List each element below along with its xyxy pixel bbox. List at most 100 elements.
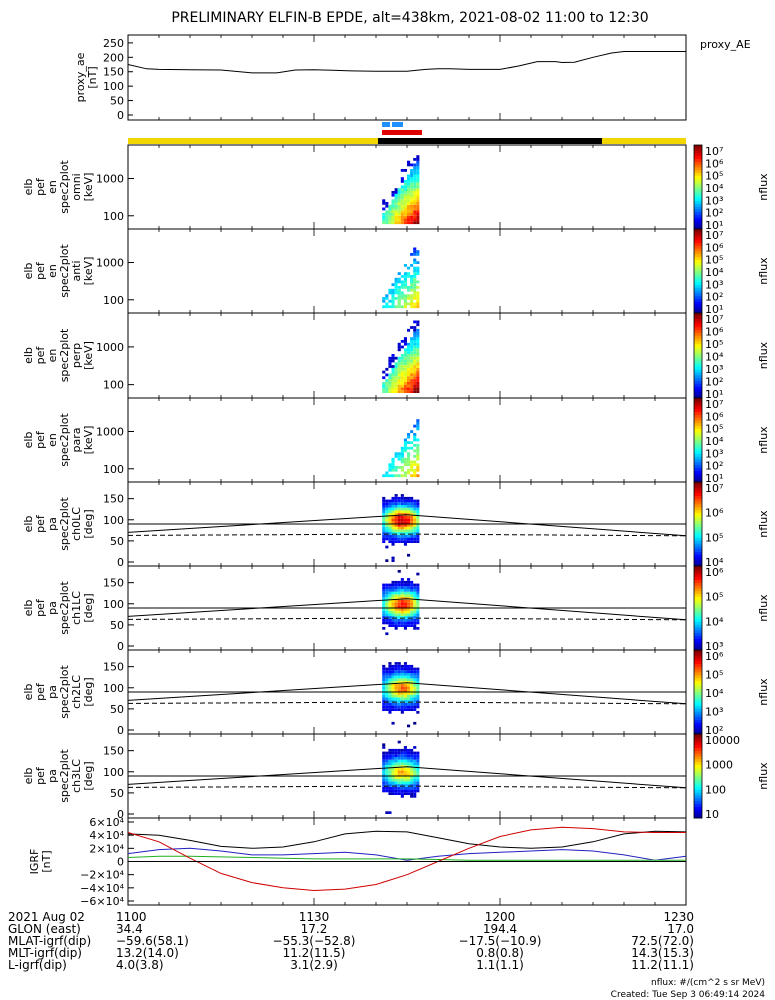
spectrogram-pixel bbox=[410, 299, 414, 303]
spectrogram-pixel bbox=[416, 196, 420, 200]
spectrogram-pixel bbox=[410, 191, 414, 194]
spectrogram-pixel bbox=[391, 207, 395, 211]
spectrogram-pixel bbox=[400, 532, 404, 535]
colorbar-tick-label: 10⁴ bbox=[705, 266, 724, 279]
spectrogram-pixel bbox=[394, 532, 398, 535]
spectrogram-pixel bbox=[407, 381, 411, 385]
spectrogram-pixel bbox=[403, 444, 407, 447]
spectrogram-pixel bbox=[391, 466, 395, 469]
spectrogram-pixel bbox=[391, 616, 395, 619]
spectrogram-pixel bbox=[400, 586, 404, 589]
spectrogram-pixel bbox=[416, 191, 420, 194]
colorbar-segment bbox=[694, 215, 702, 219]
ephemeris-value: 1130 bbox=[299, 910, 330, 924]
spectrogram-pixel bbox=[407, 532, 411, 535]
spectrogram-pixel bbox=[397, 191, 401, 194]
panel-anti: 1000100elbpefenspec2plotanti[keV]10⁷10⁶1… bbox=[22, 228, 770, 316]
spectrogram-pixel bbox=[410, 342, 414, 346]
colorbar-segment bbox=[694, 332, 702, 337]
spectrogram-pixel bbox=[407, 624, 411, 627]
spectrogram-pixel bbox=[407, 188, 411, 191]
spectrogram-pixel bbox=[410, 362, 414, 366]
spectrogram-pixel bbox=[394, 610, 398, 614]
spectrogram-pixel bbox=[413, 199, 417, 203]
spectrogram-pixel bbox=[394, 784, 398, 787]
spectrogram-pixel bbox=[400, 702, 404, 706]
spectrogram-pixel bbox=[416, 591, 420, 595]
energy-tick-label: 100 bbox=[103, 463, 124, 476]
spectrogram-pixel bbox=[391, 499, 395, 503]
spectrogram-pixel bbox=[416, 754, 420, 757]
spectrogram-pixel bbox=[400, 286, 404, 289]
colorbar-segment bbox=[694, 395, 702, 399]
spectrogram-pixel bbox=[385, 673, 389, 676]
colorbar-segment bbox=[694, 170, 702, 174]
spectrogram-pixel bbox=[407, 435, 411, 439]
spectrogram-pixel bbox=[388, 781, 392, 785]
spectrogram-pixel bbox=[410, 529, 414, 533]
spectrogram-pixel bbox=[394, 686, 398, 690]
spectrogram-pixel bbox=[413, 463, 417, 467]
spectrogram-pixel bbox=[403, 185, 407, 189]
colorbar-segment bbox=[694, 767, 702, 771]
spectrogram-pixel bbox=[407, 297, 411, 300]
spectrogram-pixel bbox=[413, 608, 417, 611]
spectrogram-pixel bbox=[407, 441, 411, 444]
spectrogram-pixel bbox=[403, 340, 407, 343]
spectrogram-pixel bbox=[388, 586, 392, 589]
spectrogram-pixel bbox=[407, 182, 411, 186]
colorbar-segment bbox=[694, 153, 702, 157]
colorbar-tick-label: 10¹ bbox=[705, 219, 723, 232]
colorbar-segment bbox=[694, 591, 702, 595]
spectrogram-pixel bbox=[416, 185, 420, 189]
colorbar-segment bbox=[694, 189, 702, 194]
spectrogram-pixel bbox=[403, 381, 407, 385]
spectrogram-pixel bbox=[416, 781, 420, 785]
spectrogram-pixel bbox=[394, 675, 398, 679]
spectrogram-pixel bbox=[397, 762, 401, 766]
colorbar-segment bbox=[694, 781, 702, 785]
spectrogram-pixel bbox=[403, 700, 407, 703]
spectrogram-pixel bbox=[413, 320, 417, 324]
spectrogram-pixel bbox=[413, 624, 417, 627]
spectrogram-pixel bbox=[391, 381, 395, 385]
spectrogram-pixel bbox=[416, 323, 420, 327]
igrf-tick-label: 4×10⁴ bbox=[89, 829, 124, 842]
spectrogram-pixel bbox=[394, 356, 398, 360]
spectrogram-pixel bbox=[407, 455, 411, 458]
ylabel-line: elb bbox=[22, 684, 35, 701]
spectrogram-pixel bbox=[410, 499, 414, 503]
spectrogram-pixel bbox=[388, 529, 392, 533]
colorbar-segment bbox=[694, 358, 702, 362]
spectrogram-pixel bbox=[388, 534, 392, 538]
spectrogram-pixel bbox=[397, 384, 401, 388]
colorbar-tick-label: 10⁵ bbox=[705, 170, 723, 183]
spectrogram-pixel bbox=[416, 155, 420, 158]
spectrogram-pixel bbox=[403, 277, 407, 281]
ylabel-line: elb bbox=[22, 600, 35, 617]
spectrogram-pixel bbox=[388, 591, 392, 595]
spectrogram-pixel bbox=[407, 686, 411, 690]
spectrogram-pixel bbox=[388, 678, 392, 682]
spectrogram-pixel bbox=[407, 702, 411, 706]
spectrogram-pixel bbox=[382, 627, 386, 630]
spectrogram-pixel bbox=[388, 540, 392, 543]
colorbar-segment bbox=[694, 683, 702, 687]
spectrogram-pixel bbox=[391, 784, 395, 787]
spectrogram-pixel bbox=[391, 373, 395, 377]
spectrogram-pixel bbox=[416, 540, 420, 543]
colorbar-segment bbox=[694, 650, 702, 654]
spectrogram-pixel bbox=[403, 751, 407, 755]
spectrogram-pixel bbox=[397, 786, 401, 790]
spectrogram-pixel bbox=[394, 748, 398, 752]
spectrogram-pixel bbox=[400, 280, 404, 284]
spectrogram-pixel bbox=[403, 438, 407, 442]
colorbar-segment bbox=[694, 201, 702, 205]
spectrogram-pixel bbox=[397, 751, 401, 755]
spectrogram-pixel bbox=[410, 757, 414, 760]
spectrogram-pixel bbox=[394, 193, 398, 197]
spectrogram-pixel bbox=[413, 390, 417, 393]
colorbar-segment bbox=[694, 700, 702, 704]
spectrogram-pixel bbox=[416, 166, 420, 169]
spectrogram-pixel bbox=[382, 521, 386, 524]
